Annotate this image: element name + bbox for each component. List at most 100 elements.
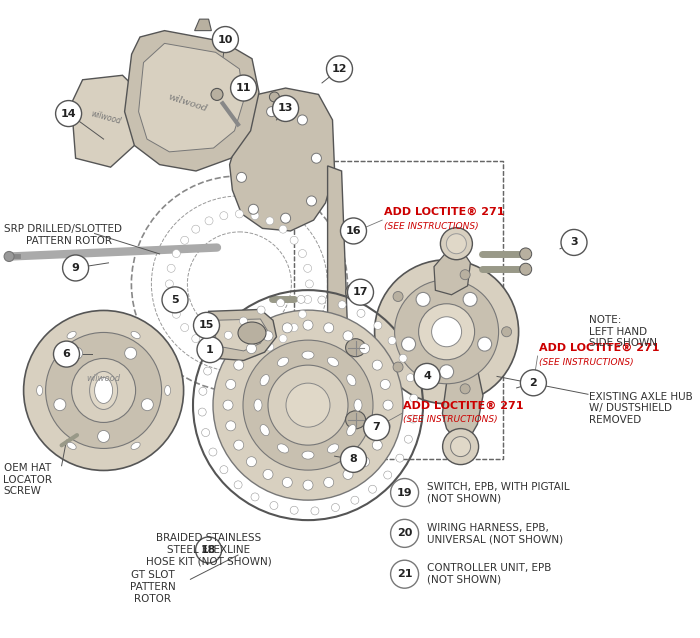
Polygon shape xyxy=(434,250,470,295)
Circle shape xyxy=(410,394,418,402)
Circle shape xyxy=(447,234,466,254)
Circle shape xyxy=(419,304,475,360)
Text: 20: 20 xyxy=(397,528,412,538)
Circle shape xyxy=(234,481,242,489)
Circle shape xyxy=(311,507,319,515)
Circle shape xyxy=(270,92,279,102)
Circle shape xyxy=(172,310,181,318)
Circle shape xyxy=(442,429,479,464)
Text: SWITCH, EPB, WITH PIGTAIL
(NOT SHOWN): SWITCH, EPB, WITH PIGTAIL (NOT SHOWN) xyxy=(426,482,569,503)
Circle shape xyxy=(197,337,223,362)
Ellipse shape xyxy=(254,399,262,411)
Circle shape xyxy=(223,400,233,410)
Circle shape xyxy=(298,249,307,258)
Circle shape xyxy=(279,225,287,233)
Circle shape xyxy=(407,374,414,382)
Ellipse shape xyxy=(328,444,339,453)
Circle shape xyxy=(281,213,290,223)
Ellipse shape xyxy=(131,331,140,339)
Circle shape xyxy=(53,341,80,367)
Circle shape xyxy=(360,343,370,353)
Circle shape xyxy=(519,248,532,260)
Ellipse shape xyxy=(260,375,270,386)
Circle shape xyxy=(303,480,313,490)
Circle shape xyxy=(234,360,244,370)
Text: 18: 18 xyxy=(201,545,216,555)
Text: wilwood: wilwood xyxy=(167,93,209,114)
Text: 13: 13 xyxy=(278,103,293,114)
Ellipse shape xyxy=(90,371,118,410)
Text: OEM HAT
LOCATOR
SCREW: OEM HAT LOCATOR SCREW xyxy=(4,463,52,496)
Circle shape xyxy=(477,337,491,351)
Polygon shape xyxy=(328,166,349,454)
Text: (SEE INSTRUCTIONS): (SEE INSTRUCTIONS) xyxy=(384,221,478,230)
Circle shape xyxy=(213,310,403,500)
Text: 10: 10 xyxy=(218,34,233,45)
Circle shape xyxy=(205,343,213,351)
Circle shape xyxy=(402,337,416,351)
Circle shape xyxy=(199,387,207,396)
Ellipse shape xyxy=(277,444,288,453)
Circle shape xyxy=(432,316,461,347)
Ellipse shape xyxy=(260,424,270,436)
Ellipse shape xyxy=(67,442,76,450)
Circle shape xyxy=(54,399,66,411)
Circle shape xyxy=(383,400,393,410)
Ellipse shape xyxy=(346,283,365,301)
Circle shape xyxy=(340,447,367,472)
Text: ADD LOCTITE® 271: ADD LOCTITE® 271 xyxy=(539,343,659,353)
Polygon shape xyxy=(139,43,244,152)
Circle shape xyxy=(391,560,419,588)
Text: ADD LOCTITE® 271: ADD LOCTITE® 271 xyxy=(403,401,524,410)
Circle shape xyxy=(192,335,199,343)
Circle shape xyxy=(357,309,365,317)
Circle shape xyxy=(393,362,403,372)
Circle shape xyxy=(312,153,321,163)
Circle shape xyxy=(388,337,396,345)
Text: wilwood: wilwood xyxy=(87,374,120,383)
Circle shape xyxy=(374,322,382,329)
Circle shape xyxy=(251,212,259,219)
Circle shape xyxy=(502,327,512,337)
Circle shape xyxy=(409,415,417,423)
Text: NOTE:
LEFT HAND
SIDE SHOWN: NOTE: LEFT HAND SIDE SHOWN xyxy=(589,315,657,348)
Circle shape xyxy=(224,331,232,339)
Circle shape xyxy=(268,365,348,445)
Circle shape xyxy=(340,218,367,244)
Circle shape xyxy=(343,470,353,479)
Ellipse shape xyxy=(238,322,266,344)
Circle shape xyxy=(297,295,305,303)
Circle shape xyxy=(181,236,189,244)
Circle shape xyxy=(440,228,473,260)
Circle shape xyxy=(257,306,265,314)
Circle shape xyxy=(234,440,244,450)
Circle shape xyxy=(323,477,334,487)
Text: 9: 9 xyxy=(71,263,80,273)
Circle shape xyxy=(416,292,430,306)
Circle shape xyxy=(141,399,153,411)
Circle shape xyxy=(62,255,89,281)
Circle shape xyxy=(380,380,391,389)
Circle shape xyxy=(202,429,209,436)
Circle shape xyxy=(71,359,136,422)
Circle shape xyxy=(272,96,299,121)
Circle shape xyxy=(225,421,236,431)
Circle shape xyxy=(237,172,246,182)
Circle shape xyxy=(360,457,370,467)
Circle shape xyxy=(225,380,236,389)
Circle shape xyxy=(239,317,248,325)
Circle shape xyxy=(282,477,293,487)
Circle shape xyxy=(414,364,440,389)
Circle shape xyxy=(220,348,228,356)
Circle shape xyxy=(290,506,298,514)
Circle shape xyxy=(246,343,256,353)
Circle shape xyxy=(220,212,228,219)
Ellipse shape xyxy=(346,339,365,357)
Ellipse shape xyxy=(277,357,288,366)
Text: 5: 5 xyxy=(172,295,178,305)
Text: 2: 2 xyxy=(529,378,538,388)
Text: SRP DRILLED/SLOTTED
    PATTERN ROTOR: SRP DRILLED/SLOTTED PATTERN ROTOR xyxy=(4,224,122,246)
Circle shape xyxy=(395,279,498,384)
Circle shape xyxy=(463,292,477,306)
Circle shape xyxy=(384,471,392,479)
